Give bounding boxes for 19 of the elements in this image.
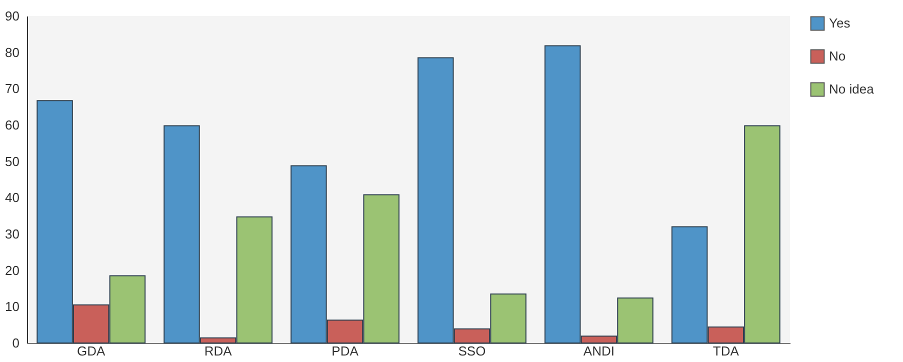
legend-label: No: [829, 48, 846, 64]
y-tick-label: 90: [5, 8, 20, 24]
x-tick-label: RDA: [204, 344, 232, 358]
y-tick-label: 20: [5, 262, 20, 278]
y-tick-label: 30: [5, 226, 20, 242]
x-tick-label: PDA: [332, 344, 359, 358]
x-tick-label: TDA: [712, 344, 740, 358]
x-tick-label: SSO: [458, 344, 486, 358]
x-tick-label: GDA: [77, 344, 106, 358]
y-tick-label: 10: [5, 299, 20, 314]
y-tick-label: 60: [5, 118, 20, 132]
y-tick-label: 0: [12, 336, 20, 350]
legend-label: No idea: [829, 82, 875, 96]
y-tick-label: 40: [5, 190, 20, 206]
y-tick-label: 80: [5, 44, 20, 60]
x-tick-label: ANDI: [583, 344, 614, 358]
legend-label: Yes: [829, 16, 851, 30]
y-tick-label: 70: [5, 81, 20, 96]
y-tick-label: 50: [5, 154, 20, 169]
